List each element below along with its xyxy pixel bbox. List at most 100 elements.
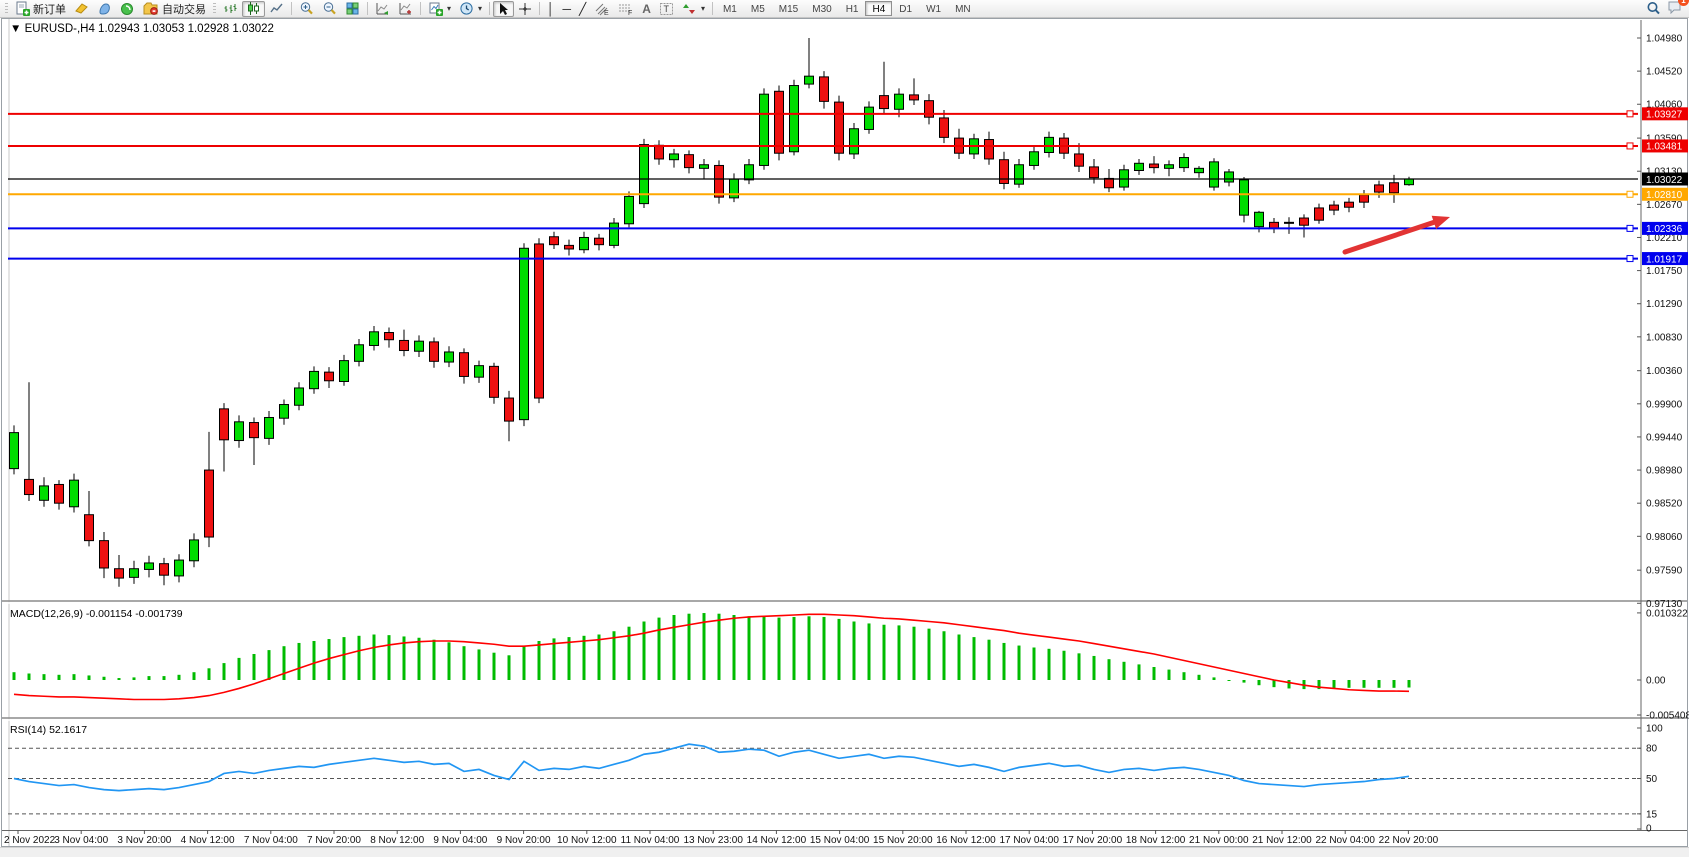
signal-button[interactable] (116, 1, 139, 17)
candle (1194, 167, 1204, 174)
macd-signal-line (13, 613, 1410, 701)
crosshair-button[interactable] (514, 1, 536, 17)
macd-histogram-bar (1332, 680, 1336, 689)
macd-histogram-bar (1242, 680, 1246, 683)
macd-histogram-bar (1002, 642, 1006, 680)
macd-histogram-bar (882, 624, 886, 680)
zoom-in-button[interactable] (295, 1, 318, 17)
macd-histogram-bar (177, 674, 181, 680)
chat-button[interactable]: 1 (1667, 0, 1689, 19)
macd-axis-label: 0.00 (1646, 676, 1666, 687)
chart-window-button[interactable] (93, 1, 116, 17)
timeframe-m5[interactable]: M5 (750, 4, 765, 15)
cursor-button[interactable] (493, 0, 515, 17)
macd-histogram-bar (702, 613, 706, 680)
macd-histogram-bar (747, 616, 751, 680)
macd-histogram-bar (1287, 680, 1291, 689)
macd-histogram-bar (732, 615, 736, 680)
macd-histogram-bar (327, 639, 331, 680)
candle (159, 563, 169, 576)
macd-histogram-bar (897, 625, 901, 680)
candle (1239, 179, 1249, 216)
rsi-axis-label: 15 (1646, 809, 1658, 820)
cursor-icon (500, 2, 509, 15)
macd-histogram-bar (582, 635, 586, 680)
vertical-line-button[interactable]: │ (543, 1, 559, 17)
hline-handle[interactable] (1626, 142, 1634, 150)
price-line-badge (1642, 187, 1688, 201)
search-icon[interactable] (1646, 1, 1661, 16)
candle (129, 568, 139, 578)
macd-histogram-bar (1152, 667, 1156, 680)
toolbar-separator (367, 2, 368, 15)
candlestick-button[interactable] (242, 0, 265, 17)
candle (144, 562, 154, 570)
price-tick-label: 1.04060 (1646, 100, 1683, 111)
price-tick-label: 0.97130 (1646, 599, 1683, 610)
fibonacci-button[interactable]: F (614, 1, 638, 17)
timeframe-m30[interactable]: M30 (812, 4, 832, 15)
time-tick-label: 14 Nov 12:00 (747, 835, 807, 846)
candle (429, 341, 439, 362)
zoom-out-button[interactable] (318, 1, 341, 17)
time-tick-label: 8 Nov 12:00 (370, 835, 424, 846)
chevron-down-icon: ▾ (700, 4, 705, 13)
trendline-button[interactable]: ╱ (575, 1, 590, 17)
line-chart-button[interactable] (265, 1, 288, 17)
toolbar-grip[interactable] (5, 2, 8, 15)
timeframe-mn[interactable]: MN (955, 4, 971, 15)
timeframe-h4[interactable]: H4 (865, 1, 893, 16)
period-icon (460, 2, 473, 15)
macd-histogram-bar (1212, 677, 1216, 680)
candle (744, 164, 754, 181)
macd-histogram-bar (357, 635, 361, 680)
chart-symbol-header[interactable]: ▼ EURUSD-,H4 1.02943 1.03053 1.02928 1.0… (10, 23, 274, 35)
timeframe-m15[interactable]: M15 (778, 4, 799, 15)
annotation-arrow[interactable] (1342, 217, 1444, 255)
indicator-list-button[interactable] (371, 1, 394, 17)
candle (399, 339, 409, 352)
candle (1329, 204, 1339, 211)
hline-handle[interactable] (1626, 110, 1634, 118)
time-tick-label: 15 Nov 20:00 (873, 835, 933, 846)
channel-button[interactable]: E (590, 1, 614, 17)
candle (264, 416, 274, 439)
text-label-button[interactable]: T (655, 1, 678, 17)
text-button[interactable]: A (638, 1, 655, 17)
time-tick-label: 17 Nov 20:00 (1063, 835, 1123, 846)
data-window-button[interactable] (394, 1, 417, 17)
hline-handle[interactable] (1626, 190, 1634, 198)
candle (1344, 201, 1354, 208)
candlestick-icon (248, 2, 259, 15)
time-tick-label: 22 Nov 20:00 (1379, 835, 1439, 846)
timeframe-m1[interactable]: M1 (722, 4, 737, 15)
macd-histogram-bar (162, 676, 166, 680)
timeframe-d1[interactable]: D1 (899, 4, 913, 15)
macd-histogram-bar (222, 663, 226, 680)
candle (189, 539, 199, 562)
new-order-button[interactable]: 新订单 (11, 1, 70, 17)
annotation-arrow-head[interactable] (1431, 215, 1450, 230)
autotrade-button[interactable]: 自动交易 (139, 1, 210, 17)
toolbar-separator (489, 2, 491, 15)
arrows-button[interactable]: ▾ (678, 1, 709, 17)
period-button[interactable]: ▾ (455, 1, 486, 17)
time-tick-label: 7 Nov 04:00 (244, 835, 298, 846)
macd-histogram-bar (87, 675, 91, 680)
add-indicator-button[interactable]: ▾ (424, 1, 455, 17)
macd-histogram-bar (132, 677, 136, 680)
macd-histogram-bar (1392, 680, 1396, 688)
hline-handle[interactable] (1626, 255, 1634, 263)
candle (279, 404, 289, 419)
timeframe-h1[interactable]: H1 (845, 4, 859, 15)
bar-chart-button[interactable] (219, 1, 242, 17)
toolbar-separator (539, 2, 541, 15)
horizontal-line-button[interactable]: ─ (559, 1, 576, 17)
tile-windows-button[interactable] (341, 1, 364, 17)
highlighter-button[interactable] (70, 1, 93, 17)
candle (609, 222, 619, 246)
macd-histogram-bar (1032, 647, 1036, 680)
timeframe-w1[interactable]: W1 (926, 4, 942, 15)
hline-handle[interactable] (1626, 224, 1634, 232)
